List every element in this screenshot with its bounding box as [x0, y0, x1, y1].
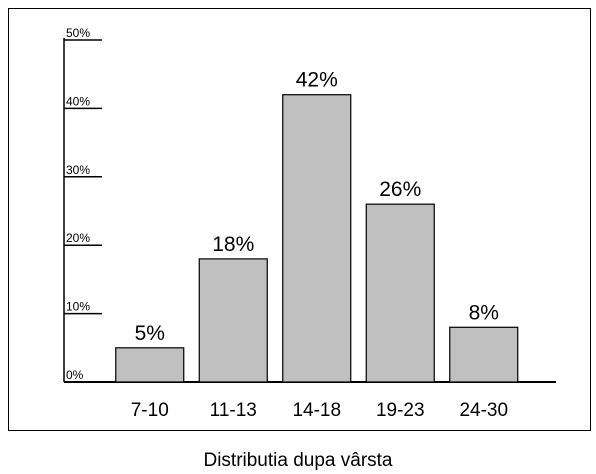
- data-labels: 5% 18% 42% 26% 8%: [135, 69, 499, 345]
- bars: [115, 94, 519, 383]
- data-label: 42%: [296, 69, 338, 92]
- y-tick-label: 40%: [66, 94, 90, 108]
- bar: [449, 326, 519, 383]
- x-tick-label: 7-10: [131, 400, 169, 421]
- data-label: 5%: [135, 322, 165, 345]
- bar: [282, 94, 352, 383]
- y-tick-label: 20%: [66, 231, 90, 245]
- x-tick-label: 11-13: [210, 400, 257, 421]
- x-tick-label: 14-18: [292, 400, 341, 421]
- chart-frame: [8, 8, 591, 431]
- bar: [365, 203, 435, 383]
- x-tick-label: 19-23: [376, 400, 425, 421]
- bar: [198, 258, 268, 383]
- x-axis-label: Distributia dupa vârsta: [203, 450, 393, 471]
- data-label: 8%: [469, 301, 499, 324]
- y-tick-label: 30%: [66, 163, 90, 177]
- y-tick-label: 50%: [66, 26, 90, 40]
- y-tick-label: 0%: [66, 368, 84, 382]
- y-tick-label: 10%: [66, 300, 90, 314]
- bar: [115, 347, 185, 383]
- data-label: 18%: [212, 233, 254, 256]
- data-label: 26%: [379, 178, 421, 201]
- x-tick-labels: 7-10 11-13 14-18 19-23 24-30: [131, 400, 508, 421]
- x-tick-label: 24-30: [459, 400, 508, 421]
